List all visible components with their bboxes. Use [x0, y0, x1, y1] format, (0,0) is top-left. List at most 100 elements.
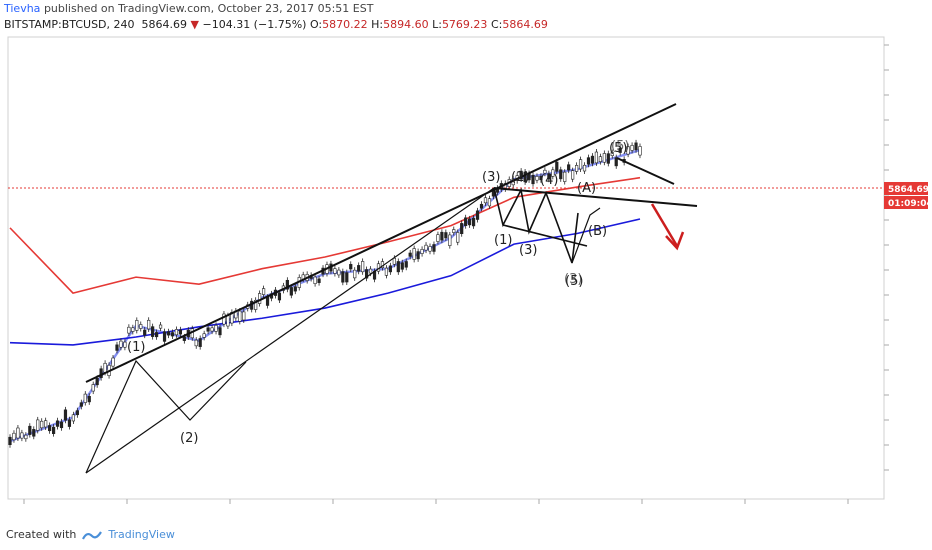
candle-body	[610, 152, 614, 156]
series-line-price	[9, 148, 641, 443]
candle-body	[448, 234, 452, 246]
candle-body	[158, 324, 163, 329]
open-value: 5870.22	[322, 18, 368, 31]
candle-body	[51, 426, 56, 434]
tradingview-link[interactable]: TradingView	[108, 528, 175, 541]
candle-body	[103, 362, 107, 373]
candle-body	[32, 429, 36, 437]
candle-body	[464, 217, 468, 227]
candle-body	[468, 218, 472, 226]
wave-label: (2)	[180, 431, 198, 446]
candle-body	[460, 223, 464, 235]
candle-body	[424, 244, 428, 251]
candle-body	[563, 171, 567, 182]
candle-body	[258, 293, 262, 304]
series-line-blue	[9, 218, 641, 346]
candle-body	[289, 287, 293, 296]
neckline	[493, 187, 698, 207]
publish-info: Tievha published on TradingView.com, Oct…	[4, 2, 373, 15]
series-layer	[9, 148, 641, 443]
last-price: 5864.69	[141, 18, 188, 31]
top-trendline	[616, 157, 675, 185]
candle-body	[91, 384, 95, 392]
candle-body	[559, 169, 563, 180]
candle-body	[162, 331, 167, 342]
candle-body	[345, 272, 349, 283]
price-tag: 5864.69 01:09:04	[884, 182, 932, 209]
candle-body	[471, 217, 476, 227]
candle-body	[551, 169, 555, 177]
down-triangle-icon: ▼	[190, 18, 199, 31]
price-change: −104.31 (−1.75%)	[202, 18, 307, 31]
low-label: L:	[432, 18, 442, 31]
bearish-arrow	[650, 203, 685, 251]
candle-body	[115, 344, 119, 351]
candle-body	[59, 421, 64, 429]
candle-body	[578, 159, 583, 170]
candle-body	[166, 331, 171, 336]
arrow-shaft	[650, 203, 679, 247]
candle-body	[127, 326, 131, 334]
symbol-label: BITSTAMP:BTCUSD, 240	[4, 18, 135, 31]
candle-body	[341, 271, 345, 283]
candle-body	[8, 436, 12, 445]
candle-body	[333, 268, 337, 274]
candle-body	[206, 327, 210, 332]
candle-body	[87, 395, 91, 403]
candle-body	[586, 157, 591, 165]
wave-label: (2)	[511, 170, 529, 185]
candle-body	[131, 327, 135, 332]
candle-body	[444, 232, 448, 239]
impulse-line	[85, 187, 495, 474]
candle-body	[475, 210, 480, 220]
wave-labels: (1) (2) (3) (1) (2) (3) (4) (5) (A) (B) …	[127, 139, 629, 446]
candle-body	[456, 232, 460, 243]
open-label: O:	[309, 18, 323, 31]
close-value: 5864.69	[502, 18, 548, 31]
candle-body	[519, 170, 523, 180]
candle-body	[285, 279, 289, 290]
candle-body	[400, 262, 404, 270]
candle-body	[147, 319, 151, 330]
countdown-text: 01:09:04	[888, 199, 932, 209]
candle-body	[396, 261, 400, 273]
tradingview-logo-icon	[82, 530, 103, 540]
price-tag-box	[884, 182, 928, 195]
candle-body	[357, 265, 361, 272]
candle-body	[590, 155, 595, 164]
candle-body	[598, 156, 602, 162]
candle-body	[71, 414, 75, 422]
candle-body	[388, 265, 392, 273]
author-link[interactable]: Tievha	[4, 2, 41, 15]
candle-body	[420, 249, 424, 254]
candle-body	[67, 419, 72, 427]
candle-body	[337, 269, 341, 276]
candle-body	[539, 175, 543, 181]
candle-body	[614, 157, 618, 167]
candle-body	[408, 252, 412, 257]
footer: Created with TradingView	[6, 528, 175, 541]
created-with-text: Created with	[6, 528, 77, 541]
candle-body	[210, 327, 214, 332]
candle-body	[55, 420, 60, 427]
candle-body	[36, 419, 40, 431]
candle-body	[16, 427, 20, 439]
upper-channel-line	[85, 103, 677, 383]
wave-label: (1)	[127, 340, 145, 355]
candle-body	[265, 296, 270, 306]
candle-body	[75, 410, 79, 416]
close-label: C:	[490, 18, 503, 31]
candle-body	[151, 326, 155, 337]
series-line-red	[9, 176, 641, 294]
candle-body	[293, 286, 297, 292]
candle-body	[20, 432, 24, 439]
candle-body	[139, 324, 143, 329]
wedge-line	[502, 224, 588, 247]
candle-body	[630, 145, 634, 151]
trendlines	[85, 103, 698, 474]
candle-body	[571, 170, 575, 180]
candle-body	[361, 261, 365, 273]
candle-body	[63, 409, 68, 421]
candle-body	[543, 169, 547, 174]
